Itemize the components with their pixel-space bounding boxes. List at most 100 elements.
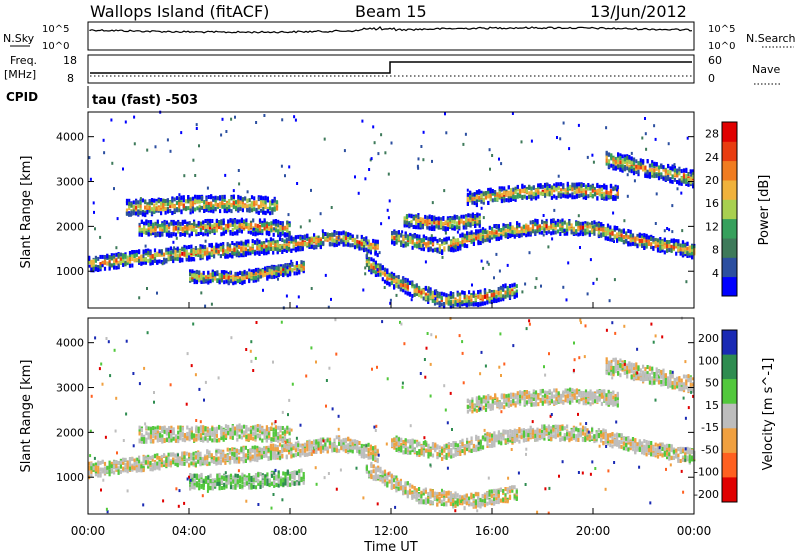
range-time-cell-band-4 [477, 294, 480, 299]
range-time-cell-band-0 [233, 247, 236, 252]
range-time-cell-band-2 [144, 205, 147, 210]
range-time-cell-band-7 [676, 180, 679, 185]
range-time-cell-band-2 [237, 200, 240, 205]
range-time-cell-band-4 [381, 271, 384, 276]
range-time-cell-band-0 [169, 257, 172, 261]
range-time-cell-band-7 [632, 165, 636, 170]
range-time-cell-band-5 [670, 248, 673, 253]
range-time-cell-band-0 [140, 468, 143, 473]
range-time-cell-band-5 [559, 223, 562, 228]
range-time-cell-band-8 [428, 218, 431, 223]
range-time-cell-band-6 [600, 185, 603, 189]
range-time-cell-band-6 [525, 195, 528, 200]
range-time-cell-band-7 [639, 165, 642, 170]
range-time-cell-band-2 [173, 205, 176, 210]
range-time-cell-band-6 [550, 191, 553, 196]
range-time-cell-band-0 [165, 247, 168, 252]
range-time-cell-band-8 [430, 224, 434, 229]
range-time-cell-noise [589, 258, 592, 262]
range-time-cell-noise [584, 195, 587, 199]
range-time-cell-band-3 [248, 273, 251, 278]
range-time-cell-band-2 [273, 198, 276, 203]
range-time-cell-band-1 [156, 232, 159, 237]
range-time-cell-band-5 [654, 244, 657, 249]
range-time-cell-noise [366, 241, 369, 245]
range-time-cell-noise [206, 186, 209, 190]
range-time-cell-band-1 [229, 230, 232, 234]
range-time-cell-band-5 [581, 221, 585, 226]
range-time-cell-band-5 [656, 240, 660, 245]
range-time-cell-band-1 [156, 222, 159, 227]
range-time-cell-band-8 [428, 216, 431, 221]
range-time-cell-band-0 [108, 262, 111, 267]
range-time-cell-band-5 [486, 230, 489, 234]
range-time-cell-band-0 [94, 264, 97, 269]
range-time-cell-band-6 [600, 187, 603, 192]
range-time-cell-band-6 [575, 190, 578, 195]
range-time-cell-band-5 [493, 231, 496, 236]
range-time-cell-band-0 [342, 230, 345, 235]
range-time-cell-band-2 [205, 207, 208, 212]
range-time-cell-band-0 [158, 466, 161, 471]
range-time-cell-band-6 [503, 191, 506, 196]
range-time-cell-band-2 [221, 194, 224, 199]
range-time-cell-band-1 [183, 232, 187, 237]
velocity-scatter [88, 316, 696, 515]
range-time-cell-band-6 [530, 194, 533, 199]
range-time-cell-band-0 [174, 453, 177, 458]
range-time-cell-band-4 [411, 282, 414, 287]
range-time-cell-band-3 [264, 266, 267, 271]
range-time-cell-band-0 [122, 259, 125, 264]
range-time-cell-band-0 [156, 260, 159, 265]
range-time-cell-band-3 [216, 270, 219, 275]
range-time-cell-band-1 [236, 220, 239, 225]
range-time-cell-band-3 [218, 280, 221, 285]
range-time-cell-band-2 [262, 202, 265, 207]
range-time-cell-band-8 [458, 220, 461, 225]
range-time-cell-band-4 [449, 291, 452, 296]
range-time-cell-band-0 [274, 243, 277, 248]
range-time-cell-band-2 [185, 206, 188, 211]
range-time-cell-band-0 [278, 248, 282, 252]
range-time-cell-band-6 [544, 188, 547, 193]
range-time-cell-band-2 [246, 198, 249, 203]
range-time-cell-band-8 [403, 220, 406, 225]
range-time-cell-band-0 [194, 246, 197, 250]
range-time-cell-band-8 [412, 216, 415, 221]
range-time-cell-band-4 [481, 296, 484, 301]
range-time-cell-band-4 [365, 253, 368, 258]
range-time-cell-band-7 [651, 171, 654, 176]
range-time-cell-band-5 [461, 240, 464, 244]
range-time-cell-band-1 [256, 228, 259, 233]
range-time-cell-band-6 [509, 194, 513, 199]
range-time-cell-band-1 [168, 233, 171, 238]
range-time-cell-band-0 [128, 463, 132, 468]
range-time-cell-band-1 [181, 226, 184, 231]
range-time-cell-band-4 [390, 281, 393, 286]
range-time-cell-noise [310, 287, 313, 290]
range-time-cell-band-8 [424, 222, 427, 227]
range-time-cell-band-6 [532, 192, 535, 197]
range-time-cell-band-4 [515, 289, 518, 294]
range-time-cell-band-2 [248, 203, 251, 208]
range-time-cell-band-6 [507, 185, 510, 190]
range-time-cell-band-0 [294, 239, 297, 244]
range-time-cell-band-5 [509, 230, 512, 235]
range-time-cell-band-0 [203, 459, 207, 464]
range-time-cell-band-1 [222, 227, 225, 232]
range-time-cell-band-0 [199, 254, 202, 259]
range-time-cell-band-6 [480, 194, 483, 198]
range-time-cell-band-5 [427, 240, 430, 245]
range-time-cell-band-6 [498, 191, 501, 196]
range-time-cell-noise [633, 179, 636, 183]
range-time-cell-band-0 [197, 253, 200, 257]
range-time-cell-band-4 [454, 300, 457, 305]
range-time-cell-band-0 [119, 460, 122, 465]
range-time-cell-band-4 [511, 283, 514, 288]
range-time-cell-band-1 [286, 232, 289, 237]
range-time-cell-band-4 [502, 287, 505, 291]
range-time-cell-band-1 [197, 221, 200, 226]
range-time-cell-band-0 [203, 251, 207, 256]
range-time-cell-band-3 [284, 263, 287, 268]
range-time-cell-band-1 [165, 230, 168, 235]
